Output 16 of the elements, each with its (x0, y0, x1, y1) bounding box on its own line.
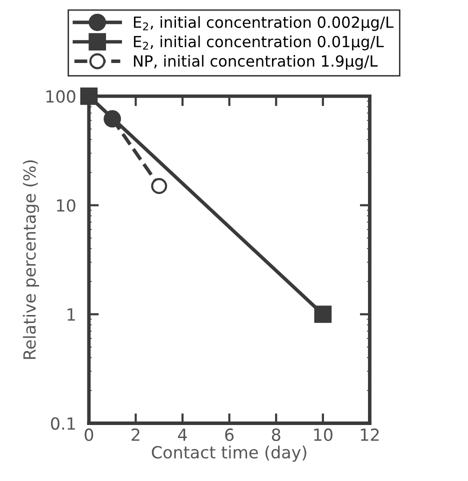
legend-label: E$_{2}$, initial concentration 0.002μg/L (134, 16, 394, 31)
y-tick-label: 100 (46, 90, 76, 103)
x-tick-label: 6 (225, 428, 234, 442)
y-tick-label: 10 (57, 199, 76, 212)
x-tick-label: 8 (272, 428, 280, 442)
x-tick-label: 10 (314, 428, 332, 442)
legend-label: NP, initial concentration 1.9μg/L (134, 54, 378, 70)
legend-label: E$_{2}$, initial concentration 0.01μg/L (134, 36, 384, 50)
y-tick-label: 0.1 (51, 417, 75, 430)
x-tick-label: 0 (84, 428, 94, 442)
y-axis-title: Relative percentage (%) (22, 160, 40, 359)
y-tick-label: 1 (68, 308, 75, 321)
x-axis-title: Contact time (day) (152, 446, 306, 462)
x-tick-label: 4 (178, 428, 187, 441)
x-tick-label: 2 (132, 428, 140, 441)
x-tick-label: 12 (360, 428, 379, 441)
